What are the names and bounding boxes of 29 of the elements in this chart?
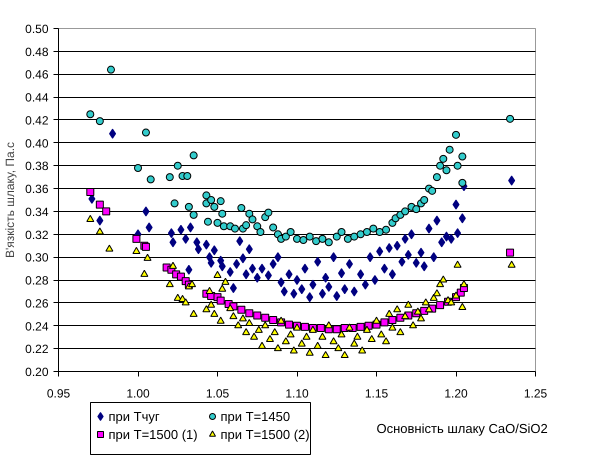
y-tick-label: 0.22 bbox=[25, 342, 49, 356]
x-tick-label: 1.10 bbox=[285, 386, 310, 400]
legend-label: при Т=1500 (1) bbox=[108, 427, 198, 442]
y-tick-label: 0.20 bbox=[25, 365, 49, 379]
x-tick-label: 1.00 bbox=[126, 386, 150, 400]
y-tick-label: 0.32 bbox=[25, 228, 49, 242]
y-tick-label: 0.42 bbox=[25, 113, 49, 128]
legend-label: при Т=1450 bbox=[220, 409, 290, 424]
legend-label: при Тчуг bbox=[108, 409, 160, 424]
y-tick-label: 0.44 bbox=[25, 90, 49, 105]
y-tick-label: 0.40 bbox=[25, 136, 49, 150]
y-tick-label: 0.36 bbox=[25, 182, 49, 196]
y-axis-title: В'язкість шлаку, Па.с bbox=[3, 142, 18, 258]
y-tick-label: 0.28 bbox=[25, 274, 49, 288]
x-tick-label: 1.20 bbox=[444, 386, 468, 400]
y-tick-label: 0.34 bbox=[25, 204, 49, 219]
x-tick-label: 0.95 bbox=[46, 386, 71, 400]
y-tick-label: 0.24 bbox=[25, 319, 49, 334]
x-tick-label: 1.15 bbox=[364, 386, 389, 400]
x-tick-label: 1.25 bbox=[524, 386, 548, 400]
y-tick-label: 0.30 bbox=[25, 250, 49, 265]
x-tick-label: 1.05 bbox=[206, 386, 230, 400]
y-tick-label: 0.46 bbox=[25, 68, 49, 82]
y-tick-label: 0.48 bbox=[25, 44, 49, 59]
y-tick-label: 0.26 bbox=[25, 296, 49, 310]
y-tick-label: 0.38 bbox=[25, 159, 49, 174]
y-tick-label: 0.50 bbox=[25, 22, 49, 36]
x-axis-title: Основність шлаку CaO/SiO2 bbox=[376, 421, 548, 436]
legend-label: при Т=1500 (2) bbox=[220, 427, 310, 442]
